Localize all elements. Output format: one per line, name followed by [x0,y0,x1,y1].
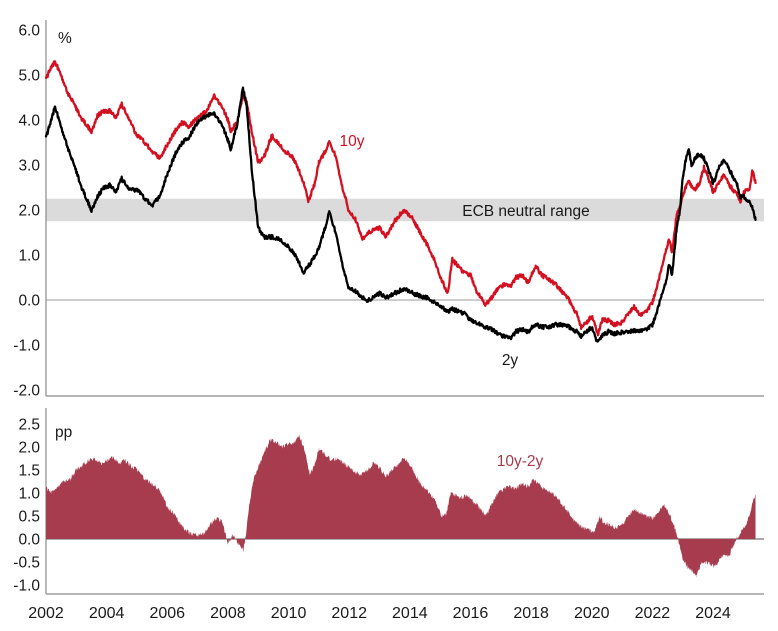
series-10y-line [44,60,757,337]
y-tick-label: -1.0 [13,337,40,354]
x-tick-label: 2002 [28,605,64,622]
series-2y-line [44,86,757,343]
x-tick-label: 2006 [149,605,185,622]
x-tick-label: 2024 [695,605,731,622]
y-tick-label: 2.0 [18,202,40,219]
series-label-2y: 2y [501,352,519,369]
x-tick-label: 2018 [513,605,549,622]
y-tick-label: 0.0 [18,292,40,309]
x-tick-label: 2012 [331,605,367,622]
y-tick-label: -1.0 [13,577,40,594]
x-tick-label: 2010 [271,605,307,622]
y-tick-label: -2.0 [13,382,40,399]
x-tick-label: 2014 [392,605,428,622]
series-label-spread: 10y-2y [496,453,544,470]
y-tick-label: 6.0 [18,22,40,39]
y-tick-label: 2.5 [18,416,40,433]
series-label-10y: 10y [339,133,365,150]
y-tick-label: 1.5 [18,462,40,479]
x-tick-label: 2004 [89,605,125,622]
y-tick-label: 0.0 [18,531,40,548]
x-tick-label: 2016 [453,605,489,622]
y-tick-label: 1.0 [18,485,40,502]
y-tick-label: -0.5 [13,554,40,571]
x-tick-label: 2008 [210,605,246,622]
x-tick-label: 2022 [635,605,671,622]
spread-area [46,434,756,578]
top-panel-unit-label: % [58,30,72,47]
bottom-panel-unit-label: pp [55,424,73,441]
y-tick-label: 5.0 [18,67,40,84]
y-tick-label: 4.0 [18,112,40,129]
y-tick-label: 3.0 [18,157,40,174]
x-tick-label: 2020 [574,605,610,622]
ecb-neutral-range-label: ECB neutral range [462,203,590,220]
y-tick-label: 1.0 [18,247,40,264]
y-tick-label: 2.0 [18,439,40,456]
y-tick-label: 0.5 [18,508,40,525]
